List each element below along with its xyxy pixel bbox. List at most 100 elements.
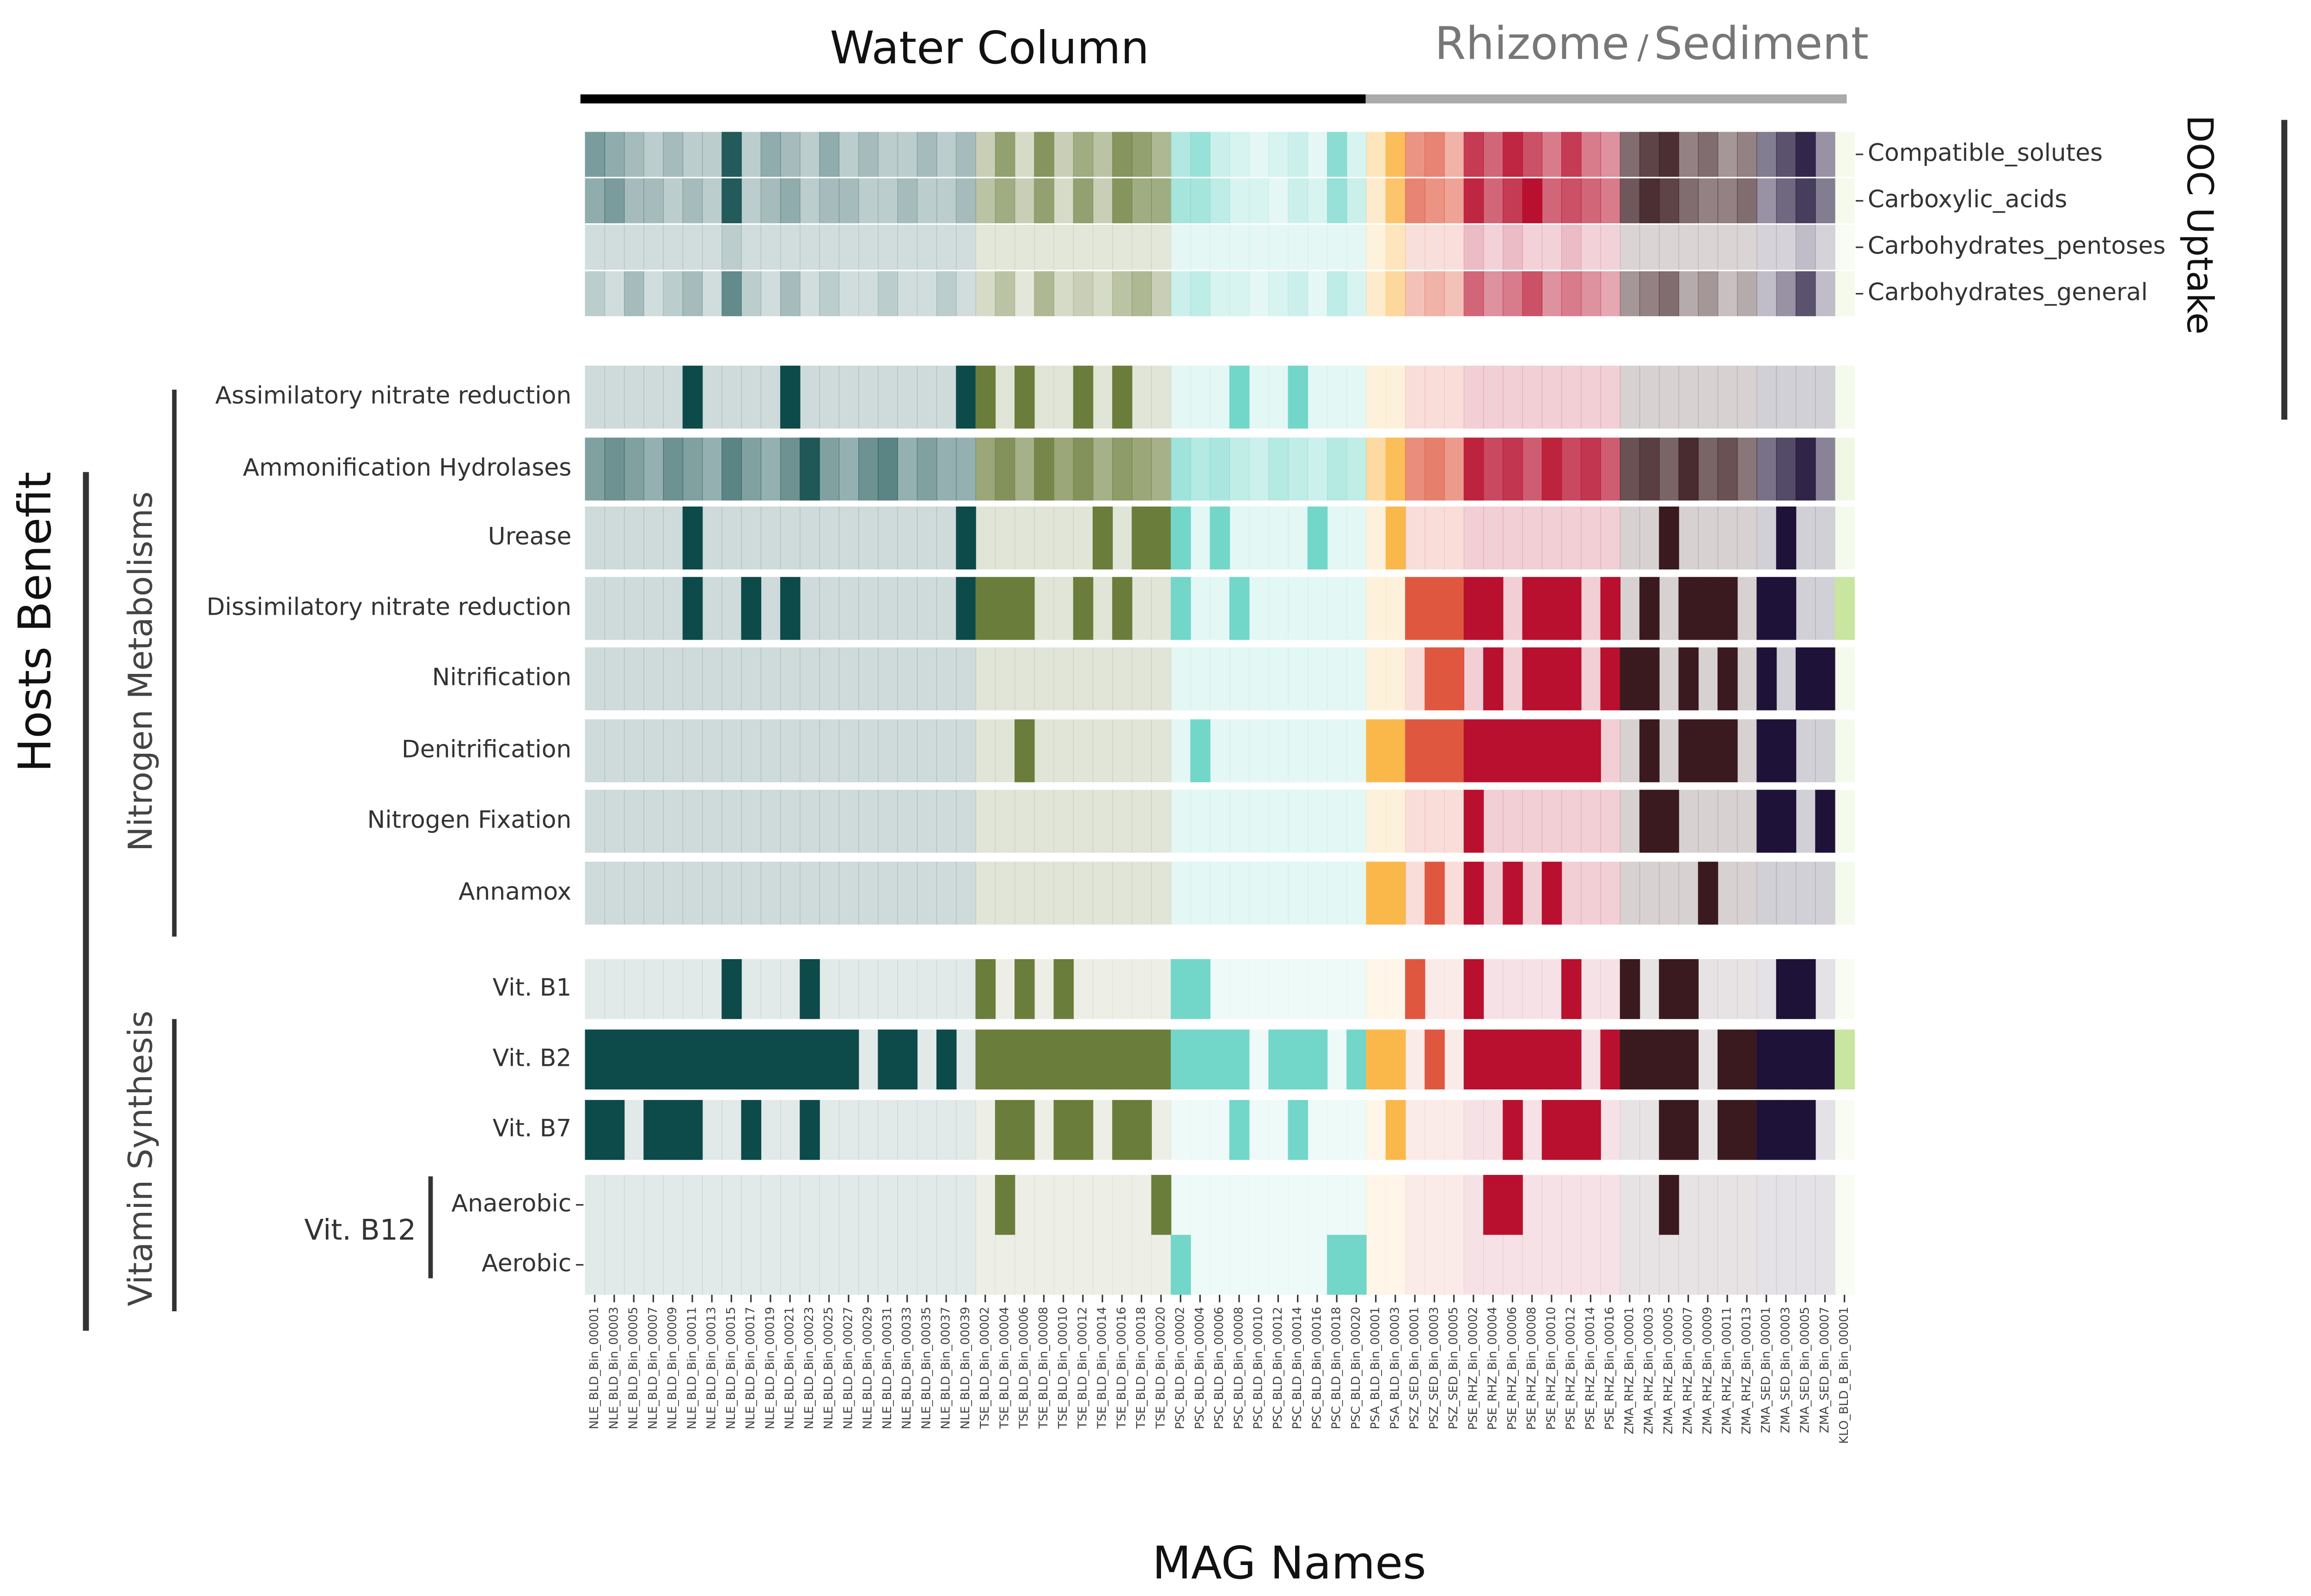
heat-cell: [760, 437, 781, 501]
heat-cell: [604, 577, 625, 640]
heat-cell: [1795, 366, 1816, 429]
heat-cell: [1522, 271, 1543, 317]
heat-cell: [878, 719, 898, 783]
heat-cell: [975, 789, 996, 853]
column-label: NLE_BLD_Bin_00029: [861, 1307, 875, 1429]
heat-cell: [1834, 719, 1855, 783]
column-label: PSE_RHZ_Bin_00010: [1544, 1307, 1558, 1430]
heat-cell: [624, 1174, 644, 1235]
heat-cell: [760, 271, 781, 317]
heat-cell: [585, 178, 605, 224]
heat-cell: [1229, 719, 1250, 783]
heat-cell: [1073, 271, 1094, 317]
heat-cell: [741, 1235, 762, 1295]
heat-cell: [780, 271, 801, 317]
heat-cell: [1561, 1029, 1582, 1090]
heat-cell: [858, 1235, 879, 1295]
heat-cell: [1600, 132, 1621, 177]
heat-cell: [1698, 862, 1718, 925]
heat-cell: [1795, 959, 1816, 1019]
heat-cell: [1659, 1235, 1679, 1295]
heat-cell: [721, 577, 742, 640]
heat-cell: [604, 271, 625, 317]
heat-cell: [780, 577, 801, 640]
heat-cell: [1073, 959, 1094, 1019]
heat-cell: [780, 719, 801, 783]
heat-cell: [1776, 1174, 1797, 1235]
column-label: ZMA_SED_Bin_00005: [1798, 1307, 1812, 1433]
heat-cell: [1561, 959, 1582, 1019]
heat-cell: [1190, 1174, 1211, 1235]
heat-cell: [663, 366, 684, 429]
heat-cell: [1444, 271, 1465, 317]
heat-cell: [760, 647, 781, 710]
heat-cell: [819, 647, 840, 710]
heat-cell: [1463, 132, 1484, 177]
heat-cell: [1678, 1029, 1699, 1090]
heat-cell: [780, 862, 801, 925]
row-label: Compatible_solutes: [1868, 139, 2103, 167]
heat-cell: [702, 225, 722, 270]
heat-cell: [1463, 506, 1484, 570]
heat-cell: [1385, 789, 1406, 853]
heat-cell: [1737, 1029, 1757, 1090]
heat-cell: [995, 225, 1015, 270]
heat-cell: [1756, 506, 1777, 570]
heat-cell: [1581, 577, 1601, 640]
heat-cell: [1698, 506, 1718, 570]
heat-cell: [1405, 1100, 1425, 1160]
heat-cell: [1053, 1100, 1074, 1160]
heat-cell: [1737, 506, 1757, 570]
heat-cell: [1620, 1029, 1640, 1090]
heat-cell: [1815, 1029, 1835, 1090]
column-label: PSC_BLD_Bin_00008: [1232, 1307, 1246, 1429]
heat-cell: [1015, 959, 1035, 1019]
heat-cell: [1327, 366, 1347, 429]
heat-cell: [682, 789, 703, 853]
heat-cell: [1581, 647, 1601, 710]
heat-cell: [702, 862, 722, 925]
heat-cell: [1190, 959, 1211, 1019]
heat-cell: [1815, 271, 1835, 317]
heat-cell: [1249, 959, 1269, 1019]
heat-cell: [1210, 1100, 1230, 1160]
heat-cell: [838, 1100, 859, 1160]
heat-cell: [1600, 271, 1621, 317]
heat-cell: [663, 1235, 684, 1295]
heat-cell: [1327, 647, 1347, 710]
heat-cell: [624, 366, 644, 429]
heat-cell: [1385, 1235, 1406, 1295]
heat-cell: [1834, 506, 1855, 570]
heat-cell: [1288, 437, 1308, 501]
heat-cell: [1073, 437, 1094, 501]
heat-cell: [1210, 506, 1230, 570]
heat-cell: [1425, 366, 1445, 429]
heat-cell: [897, 271, 918, 317]
heat-cell: [1151, 506, 1172, 570]
heat-cell: [624, 862, 644, 925]
heat-cell: [1503, 789, 1523, 853]
heat-cell: [1015, 719, 1035, 783]
heat-cell: [1776, 959, 1797, 1019]
heat-cell: [604, 1235, 625, 1295]
heat-cell: [1249, 437, 1269, 501]
heat-cell: [585, 225, 605, 270]
heat-cell: [1288, 366, 1308, 429]
heat-cell: [1795, 577, 1816, 640]
heat-cell: [1307, 862, 1328, 925]
heat-cell: [1737, 178, 1757, 224]
heat-cell: [1795, 178, 1816, 224]
heat-cell: [1210, 719, 1230, 783]
heat-cell: [975, 366, 996, 429]
heat-cell: [585, 789, 605, 853]
heat-cell: [1541, 1235, 1562, 1295]
heat-cell: [838, 506, 859, 570]
heat-cell: [1229, 271, 1250, 317]
heat-cell: [1385, 437, 1406, 501]
heat-cell: [1581, 789, 1601, 853]
heat-cell: [819, 506, 840, 570]
heat-cell: [1288, 647, 1308, 710]
heat-cell: [1112, 506, 1132, 570]
heat-cell: [956, 132, 976, 177]
column-label: PSZ_SED_Bin_00003: [1427, 1307, 1441, 1429]
